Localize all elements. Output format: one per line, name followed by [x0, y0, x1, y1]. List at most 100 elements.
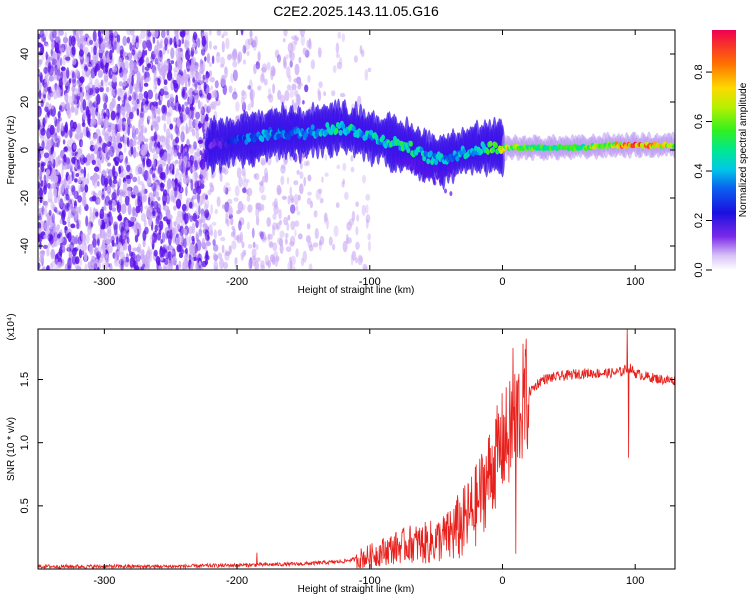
spectrogram-noise-blob	[92, 172, 99, 181]
spectrogram-noise-blob	[120, 260, 124, 270]
spectrogram-noise-blob	[163, 79, 168, 86]
spectrogram-noise-blob	[230, 73, 234, 83]
spectrogram-noise-blob	[71, 255, 77, 265]
spectrogram-noise-blob	[72, 30, 77, 37]
spectrogram-noise-blob	[323, 213, 327, 225]
spectrogram-noise-blob	[44, 82, 48, 93]
spectrogram-noise-blob	[95, 251, 102, 259]
spectrogram-noise-blob	[350, 166, 355, 173]
spectrogram-noise-blob	[223, 261, 228, 269]
spectrogram-noise-blob	[190, 163, 194, 174]
spectrogram-noise-blob	[333, 225, 339, 237]
spectrogram-noise-blob	[254, 173, 260, 181]
spectrogram-noise-blob	[242, 44, 247, 55]
spectrogram-noise-blob	[54, 206, 58, 213]
spectrogram-noise-blob	[151, 120, 155, 130]
spectrogram-noise-blob	[233, 87, 237, 96]
spectrogram-noise-blob	[170, 101, 174, 108]
spectrogram-noise-blob	[261, 63, 268, 73]
spectrogram-noise-blob	[129, 256, 135, 268]
spectrogram-noise-blob	[272, 222, 278, 231]
spectrogram-noise-blob	[117, 95, 121, 102]
spectrogram-noise-blob	[87, 261, 91, 269]
spectrogram-noise-blob	[341, 33, 346, 43]
x-tick-label: 0	[499, 276, 505, 288]
snr-y-ticks: 0.5 1.0 1.5	[19, 372, 675, 513]
spectrogram-noise-blob	[67, 210, 72, 220]
spectrogram-noise-blob	[101, 129, 106, 136]
spectrogram-noise-blob	[140, 101, 144, 113]
spectrogram-noise-blob	[97, 198, 101, 205]
spectrogram-noise-blob	[50, 183, 56, 189]
spectrogram-noise-blob	[85, 215, 89, 227]
spectrogram-noise-blob	[98, 36, 103, 42]
spectrogram-noise-blob	[224, 182, 230, 187]
spectrogram-noise-blob	[286, 66, 291, 79]
spectrogram-noise-blob	[127, 186, 133, 192]
spectrogram-noise-blob	[77, 39, 81, 48]
spectrogram-noise-blob	[57, 120, 61, 132]
ridge-core-blob	[278, 125, 283, 132]
snr-frame	[37, 328, 676, 570]
spectrogram-noise-blob	[118, 178, 122, 186]
spectrogram-noise-blob	[76, 148, 83, 155]
spectrogram-noise-blob	[151, 182, 157, 192]
ridge-core-blob	[249, 133, 254, 140]
spectrogram-noise-blob	[126, 36, 131, 44]
spectrogram-noise-blob	[217, 229, 222, 237]
spectrogram-noise-blob	[342, 240, 348, 253]
spectrogram-noise-blob	[291, 83, 297, 91]
spectrogram-noise-blob	[100, 119, 104, 126]
spectrogram-noise-blob	[149, 167, 153, 175]
spectrogram-noise-blob	[45, 30, 48, 37]
spectrogram-noise-blob	[346, 237, 352, 244]
spectrogram-noise-blob	[79, 38, 85, 43]
spectrogram-noise-blob	[110, 34, 114, 47]
spectrogram-noise-blob	[355, 241, 360, 250]
spectrogram-noise-blob	[132, 176, 138, 183]
ridge-tail-blob	[412, 165, 416, 171]
spectrogram-noise-blob	[45, 51, 48, 60]
spectrogram-noise-blob	[289, 60, 293, 68]
spectrogram-noise-blob	[172, 232, 177, 244]
ridge-core-blob	[276, 133, 281, 140]
spectrogram-noise-blob	[167, 263, 173, 270]
spectrogram-noise-blob	[147, 264, 150, 270]
spectrogram-noise-blob	[105, 68, 108, 75]
spectrogram-noise-blob	[107, 128, 110, 133]
spectrogram-noise-blob	[239, 231, 244, 244]
spectrogram-noise-blob	[232, 69, 238, 82]
spectrogram-noise-blob	[206, 105, 211, 114]
y-tick-label: 0	[19, 147, 31, 153]
spectrogram-noise-blob	[355, 257, 358, 264]
spectrogram-noise-blob	[101, 58, 104, 70]
spectrogram-noise-blob	[40, 163, 45, 173]
spectrogram-noise-blob	[185, 186, 188, 197]
spectrogram-noise-blob	[56, 86, 62, 98]
spectrogram-noise-blob	[89, 206, 93, 219]
spectrogram-noise-blob	[38, 71, 42, 76]
spectrogram-noise-blob	[189, 93, 193, 105]
spectrogram-noise-blob	[40, 127, 46, 136]
spectrogram-noise-blob	[70, 184, 76, 193]
spectrogram-noise-blob	[56, 210, 61, 215]
spectrogram-noise-blob	[335, 202, 340, 209]
spectrogram-noise-blob	[56, 121, 60, 133]
spectrogram-noise-blob	[151, 200, 155, 207]
spectrogram-noise-blob	[102, 92, 105, 102]
spectrogram-noise-blob	[119, 68, 122, 74]
spectrogram-noise-blob	[361, 204, 366, 216]
spectrogram-noise-blob	[197, 99, 201, 110]
spectrogram-noise-blob	[169, 37, 173, 46]
spectrogram-noise-blob	[331, 90, 336, 97]
spectrogram-noise-blob	[166, 178, 172, 190]
spectrogram-noise-blob	[288, 75, 292, 83]
spectrogram-noise-blob	[257, 51, 261, 62]
spectrogram-noise-blob	[241, 166, 246, 177]
spectrogram-noise-blob	[296, 169, 300, 175]
spectrogram-noise-blob	[241, 101, 247, 113]
spectrogram-noise-blob	[260, 194, 267, 201]
spectrogram-noise-blob	[359, 45, 363, 55]
spectrogram-noise-blob	[53, 241, 58, 247]
spectrogram-noise-blob	[87, 99, 93, 109]
